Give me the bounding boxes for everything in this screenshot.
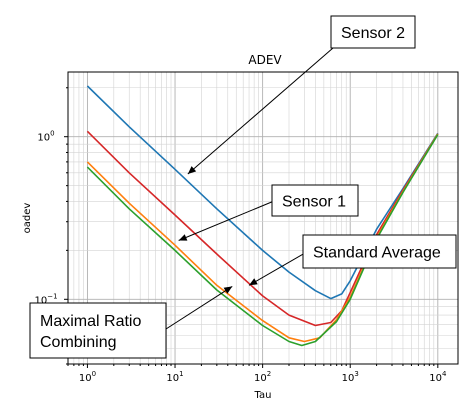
callout-arrow-line xyxy=(248,252,306,286)
arrowhead-icon xyxy=(187,166,197,174)
y-tick-label: 100 xyxy=(37,130,54,144)
callout-label: Sensor 2 xyxy=(341,25,405,42)
y-tick-label: 10−1 xyxy=(34,292,57,306)
callout-arrow-line xyxy=(178,200,275,241)
callout-label: Combining xyxy=(40,334,116,351)
arrowhead-icon xyxy=(249,278,258,286)
callout-arrow-line xyxy=(165,286,233,330)
callout-box xyxy=(271,184,359,217)
x-tick-label: 101 xyxy=(166,370,183,384)
callout-label: Sensor 1 xyxy=(282,194,346,211)
arrowhead-icon xyxy=(223,286,233,294)
series-line-1 xyxy=(86,85,439,300)
x-tick-label: 104 xyxy=(429,370,447,384)
chart-title: ADEV xyxy=(248,53,282,67)
callout-box xyxy=(302,234,457,269)
x-tick-label: 102 xyxy=(254,370,271,384)
x-tick-label: 103 xyxy=(342,370,359,384)
arrowhead-icon xyxy=(178,234,188,241)
callout-box xyxy=(330,15,416,49)
y-axis-label: oadev xyxy=(22,203,33,234)
x-tick-label: 100 xyxy=(79,370,96,384)
x-axis-label: Tau xyxy=(254,390,272,401)
callout-label: Maximal Ratio xyxy=(40,313,141,330)
callout-box xyxy=(29,302,167,359)
callout-arrow-line xyxy=(187,47,334,175)
annotation-group: Sensor 2 Sensor 1 Standard Average Maximal … xyxy=(29,15,457,359)
callout-label: Standard Average xyxy=(313,245,441,262)
